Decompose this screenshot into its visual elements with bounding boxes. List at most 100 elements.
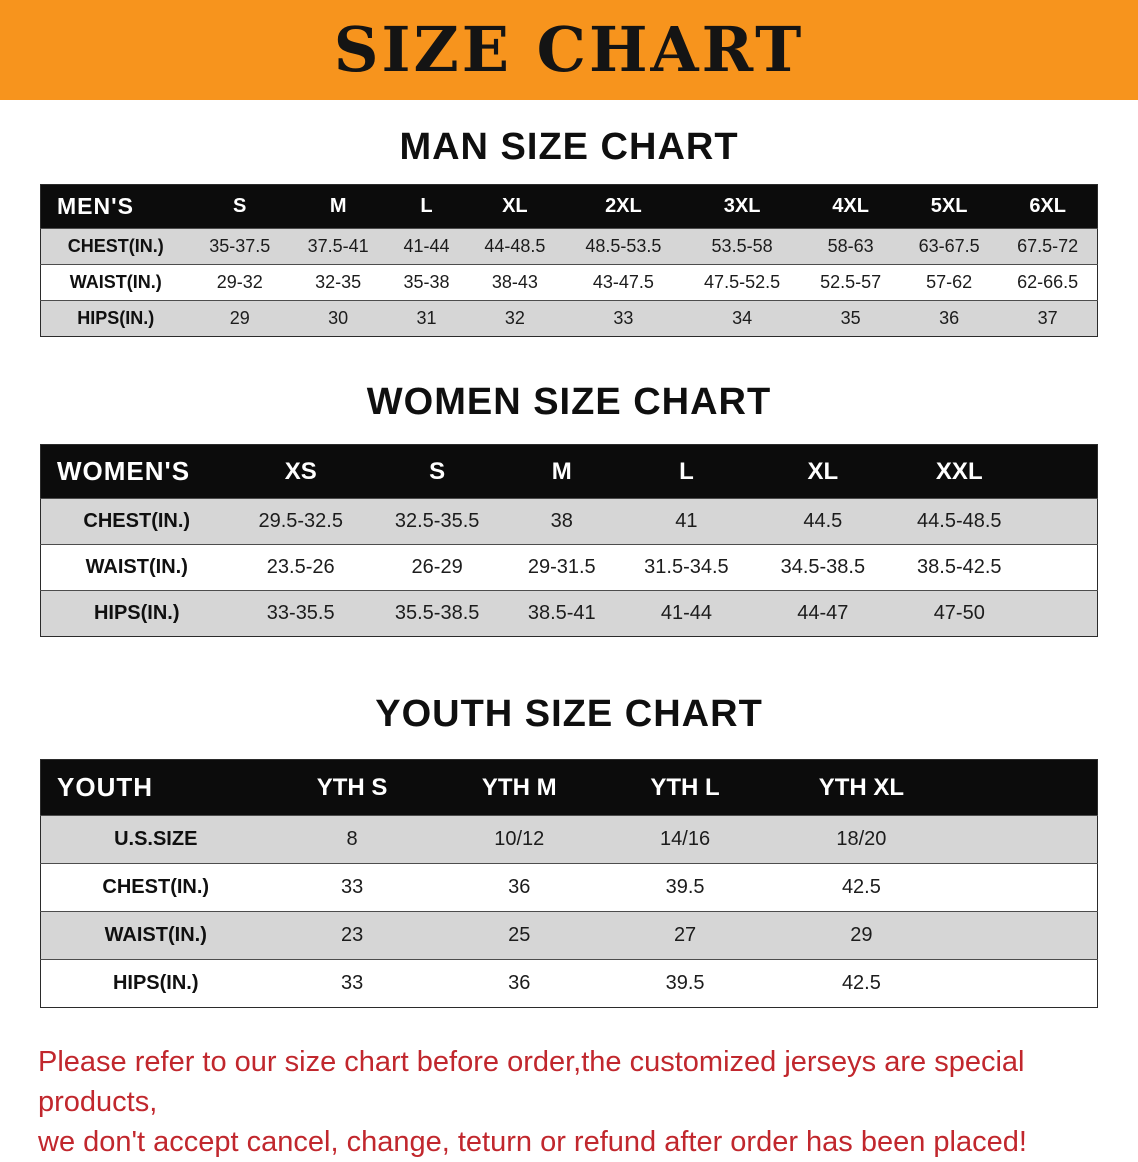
- size-value-cell: 36: [899, 299, 999, 337]
- size-column-header: XL: [465, 184, 565, 229]
- size-value-cell: 44.5-48.5: [891, 498, 1028, 545]
- disclaimer-line-2: we don't accept cancel, change, teturn o…: [38, 1126, 1027, 1159]
- size-table-row: CHEST(IN.) 33 36 39.5 42.5: [40, 863, 1098, 912]
- size-table-row: WAIST(IN.) 23 25 27 29: [40, 911, 1098, 960]
- size-value-cell: 35: [801, 299, 900, 337]
- measurement-row-label: HIPS(IN.): [40, 590, 233, 637]
- size-value-cell: 8: [270, 815, 434, 864]
- size-value-cell: 10/12: [433, 815, 605, 864]
- size-value-cell: 29.5-32.5: [232, 498, 369, 545]
- size-value-cell: 23.5-26: [232, 544, 369, 591]
- size-value-cell: 29-32: [190, 263, 289, 301]
- banner-title: SIZE CHART: [333, 13, 805, 86]
- size-value-cell: 62-66.5: [998, 263, 1098, 301]
- youth-size-chart-heading: YOUTH SIZE CHART: [375, 693, 763, 736]
- size-value-cell: 37.5-41: [288, 227, 388, 265]
- youth-size-chart-section: YOUTH SIZE CHART YOUTH YTH S YTH M YTH L YTH…: [0, 693, 1138, 1009]
- size-value-cell: 32-35: [288, 263, 388, 301]
- size-chart-banner: SIZE CHART: [0, 0, 1138, 100]
- size-column-header: 2XL: [564, 184, 683, 229]
- size-column-header: 5XL: [899, 184, 999, 229]
- size-value-cell: 30: [288, 299, 388, 337]
- size-value-cell: 34.5-38.5: [754, 544, 892, 591]
- size-column-header: L: [387, 184, 466, 229]
- size-value-cell: 53.5-58: [682, 227, 802, 265]
- size-value-cell: 27: [604, 911, 766, 960]
- size-value-cell: 43-47.5: [564, 263, 683, 301]
- size-column-header: XL: [754, 444, 892, 499]
- size-value-cell: 58-63: [801, 227, 900, 265]
- size-column-header: L: [618, 444, 755, 499]
- women-size-table: WOMEN'S XS S M L XL XXL CHEST(IN.) 29.5-32.5 32.5…: [40, 444, 1098, 638]
- size-column-header: XS: [232, 444, 369, 499]
- measurement-row-label: CHEST(IN.): [40, 498, 233, 545]
- size-value-cell: 35-37.5: [190, 227, 289, 265]
- size-value-cell: 32.5-35.5: [368, 498, 506, 545]
- size-table-row: WAIST(IN.) 29-32 32-35 35-38 38-43 43-47.5 47.…: [40, 263, 1098, 301]
- filler-cell: [1027, 544, 1098, 591]
- size-value-cell: 41: [618, 498, 755, 545]
- table-group-label: MEN'S: [40, 184, 191, 229]
- size-value-cell: 38-43: [465, 263, 565, 301]
- size-column-header: M: [505, 444, 619, 499]
- filler-cell: [957, 759, 1098, 816]
- size-value-cell: 37: [998, 299, 1098, 337]
- size-value-cell: 36: [433, 863, 605, 912]
- size-column-header: YTH M: [433, 759, 605, 816]
- size-value-cell: 52.5-57: [801, 263, 900, 301]
- size-table-row: WAIST(IN.) 23.5-26 26-29 29-31.5 31.5-34.5 34…: [40, 544, 1098, 591]
- size-value-cell: 33-35.5: [232, 590, 369, 637]
- size-column-header: 4XL: [801, 184, 900, 229]
- size-column-header: YTH S: [270, 759, 434, 816]
- size-value-cell: 44-47: [754, 590, 892, 637]
- measurement-row-label: HIPS(IN.): [40, 299, 191, 337]
- size-value-cell: 18/20: [765, 815, 958, 864]
- size-column-header: S: [190, 184, 289, 229]
- size-value-cell: 57-62: [899, 263, 999, 301]
- size-value-cell: 31: [387, 299, 466, 337]
- size-value-cell: 34: [682, 299, 802, 337]
- filler-cell: [1027, 590, 1098, 637]
- size-value-cell: 67.5-72: [998, 227, 1098, 265]
- measurement-row-label: WAIST(IN.): [40, 911, 271, 960]
- size-value-cell: 33: [564, 299, 683, 337]
- size-column-header: S: [368, 444, 506, 499]
- man-size-chart-section: MAN SIZE CHART MEN'S S M L XL 2XL 3XL 4XL 5XL 6XL…: [0, 126, 1138, 337]
- size-table-header-row: YOUTH YTH S YTH M YTH L YTH XL: [40, 759, 1098, 816]
- size-table-header-row: WOMEN'S XS S M L XL XXL: [40, 444, 1098, 499]
- size-value-cell: 42.5: [765, 959, 958, 1008]
- size-value-cell: 33: [270, 959, 434, 1008]
- size-value-cell: 41-44: [387, 227, 466, 265]
- size-value-cell: 39.5: [604, 959, 766, 1008]
- measurement-row-label: CHEST(IN.): [40, 863, 271, 912]
- size-value-cell: 47-50: [891, 590, 1028, 637]
- man-size-chart-heading: MAN SIZE CHART: [399, 126, 739, 168]
- size-value-cell: 63-67.5: [899, 227, 999, 265]
- size-value-cell: 38.5-41: [505, 590, 619, 637]
- size-column-header: 6XL: [998, 184, 1098, 229]
- measurement-row-label: HIPS(IN.): [40, 959, 271, 1008]
- women-size-chart-heading: WOMEN SIZE CHART: [366, 380, 772, 423]
- youth-size-table: YOUTH YTH S YTH M YTH L YTH XL U.S.SIZE 8 10/12…: [40, 759, 1098, 1009]
- size-column-header: XXL: [891, 444, 1028, 499]
- size-column-header: 3XL: [682, 184, 802, 229]
- size-table-row: HIPS(IN.) 29 30 31 32 33 34 35 36 37: [40, 299, 1098, 337]
- size-value-cell: 38: [505, 498, 619, 545]
- size-value-cell: 29: [190, 299, 289, 337]
- measurement-row-label: WAIST(IN.): [40, 544, 233, 591]
- size-value-cell: 14/16: [604, 815, 766, 864]
- table-group-label: WOMEN'S: [40, 444, 233, 499]
- size-value-cell: 44.5: [754, 498, 892, 545]
- size-value-cell: 26-29: [368, 544, 506, 591]
- size-value-cell: 36: [433, 959, 605, 1008]
- size-column-header: YTH L: [604, 759, 766, 816]
- filler-cell: [1027, 444, 1098, 499]
- size-value-cell: 32: [465, 299, 565, 337]
- size-value-cell: 48.5-53.5: [564, 227, 683, 265]
- size-value-cell: 35.5-38.5: [368, 590, 506, 637]
- disclaimer-line-1: Please refer to our size chart before or…: [38, 1046, 1025, 1119]
- size-table-row: HIPS(IN.) 33 36 39.5 42.5: [40, 959, 1098, 1008]
- size-value-cell: 35-38: [387, 263, 466, 301]
- size-table-row: CHEST(IN.) 35-37.5 37.5-41 41-44 44-48.5 48.5…: [40, 227, 1098, 265]
- size-table-row: CHEST(IN.) 29.5-32.5 32.5-35.5 38 41 44.5 44.5…: [40, 498, 1098, 545]
